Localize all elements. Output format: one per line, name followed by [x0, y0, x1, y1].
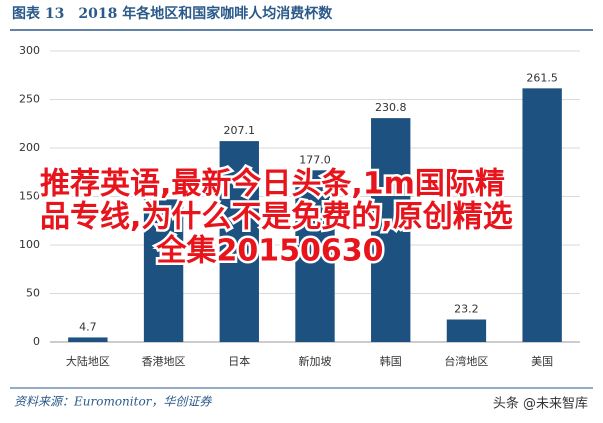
watermark: 头条 @未来智库	[493, 396, 588, 412]
y-tick-label: 0	[33, 335, 40, 348]
data-label: 261.5	[526, 71, 558, 84]
y-tick-label: 200	[19, 141, 40, 154]
overlay-text: 品专线,为什么不是免费的,原创精选	[40, 200, 513, 235]
bar	[446, 319, 487, 342]
y-tick-label: 250	[19, 93, 40, 106]
x-tick-label: 美国	[531, 355, 553, 368]
data-label: 230.8	[375, 101, 407, 114]
y-tick-label: 50	[26, 287, 40, 300]
source-note: 资料来源：Euromonitor，华创证券	[14, 395, 212, 409]
x-tick-label: 韩国	[380, 354, 402, 368]
bar	[68, 337, 108, 342]
x-tick-label: 日本	[228, 354, 250, 368]
overlay-text: 全集20150630	[156, 234, 384, 269]
x-tick-label: 香港地区	[142, 355, 186, 368]
x-tick-label: 新加坡	[299, 354, 332, 368]
data-label: 4.7	[79, 320, 97, 333]
data-label: 207.1	[224, 124, 256, 137]
x-tick-label: 大陆地区	[66, 354, 110, 368]
y-tick-label: 300	[19, 44, 40, 57]
bar	[219, 141, 259, 342]
data-label: 23.2	[454, 302, 479, 315]
x-tick-label: 台湾地区	[444, 354, 488, 368]
bar	[295, 170, 335, 342]
data-label: 177.0	[299, 153, 331, 166]
overlay-text: 推荐英语,最新今日头条,1m国际精	[40, 167, 505, 202]
chart-title: 图表 13 2018 年各地区和国家咖啡人均消费杯数	[12, 5, 333, 22]
bar	[522, 88, 562, 342]
y-tick-label: 100	[19, 238, 40, 251]
y-tick-label: 150	[19, 190, 40, 203]
bar	[143, 199, 184, 342]
bar	[371, 118, 411, 343]
